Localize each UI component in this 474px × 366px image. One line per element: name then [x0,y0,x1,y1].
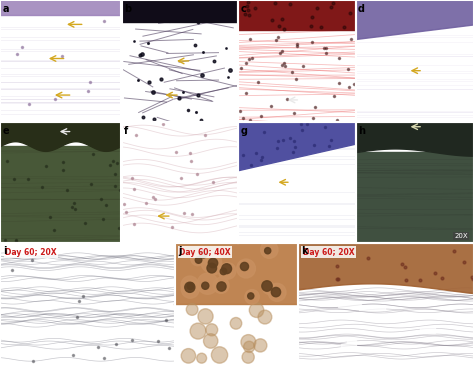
Bar [298,243,474,366]
Text: k: k [301,246,308,256]
Circle shape [263,282,275,294]
Bar [359,306,385,310]
Circle shape [244,341,255,352]
Text: i: i [3,246,7,256]
Circle shape [222,264,232,274]
Circle shape [191,252,205,266]
Text: Day 60; 20X: Day 60; 20X [303,247,355,257]
Circle shape [241,335,256,350]
Bar [0,243,175,366]
Circle shape [220,268,227,274]
Circle shape [206,324,218,336]
Text: h: h [358,126,365,135]
Bar [338,304,361,307]
Bar [346,340,356,342]
Circle shape [217,282,226,291]
Circle shape [219,263,236,279]
Text: b: b [124,4,131,14]
Circle shape [193,247,210,264]
Circle shape [247,293,254,299]
Circle shape [185,282,195,292]
Circle shape [271,287,281,297]
Circle shape [245,290,259,304]
Bar [238,122,356,243]
Circle shape [258,310,272,324]
Circle shape [237,259,255,278]
Text: a: a [2,4,9,14]
Circle shape [190,323,206,339]
Bar [0,0,121,15]
Circle shape [213,277,229,294]
Circle shape [197,353,207,363]
Bar [356,122,474,243]
Circle shape [181,348,196,363]
Circle shape [264,247,271,254]
Circle shape [261,241,278,258]
Circle shape [249,303,264,317]
Text: f: f [124,126,128,135]
Circle shape [211,347,228,363]
Bar [356,0,474,122]
Circle shape [209,258,218,268]
Circle shape [206,258,222,274]
Text: Day 60; 40X: Day 60; 40X [179,247,231,257]
Circle shape [201,252,222,273]
Circle shape [207,263,217,273]
Bar [0,0,121,122]
Text: 20X: 20X [455,233,468,239]
Circle shape [195,257,202,263]
Circle shape [197,273,218,294]
Circle shape [240,262,248,270]
Circle shape [202,282,209,290]
Circle shape [242,351,254,363]
Circle shape [203,334,218,348]
Bar [238,0,356,122]
Circle shape [181,276,199,294]
Bar [175,243,298,305]
Text: d: d [358,4,365,14]
Circle shape [198,309,213,324]
Text: e: e [2,126,9,135]
Circle shape [230,317,242,329]
Circle shape [262,281,272,291]
Circle shape [199,250,207,258]
Text: c: c [240,4,246,14]
Bar [238,0,356,30]
Text: Day 60; 20X: Day 60; 20X [5,247,57,257]
Circle shape [219,266,231,279]
Circle shape [268,283,286,301]
Bar [0,122,121,243]
Bar [122,122,238,243]
Bar [122,0,238,122]
Text: j: j [178,246,182,256]
Bar [0,146,121,243]
Bar [340,344,356,348]
Bar [175,243,298,366]
Circle shape [254,339,267,352]
Bar [356,152,474,243]
Circle shape [186,303,198,315]
Bar [122,0,238,22]
Text: g: g [240,126,247,135]
Circle shape [181,280,199,298]
Bar [420,327,436,333]
Circle shape [187,283,194,290]
